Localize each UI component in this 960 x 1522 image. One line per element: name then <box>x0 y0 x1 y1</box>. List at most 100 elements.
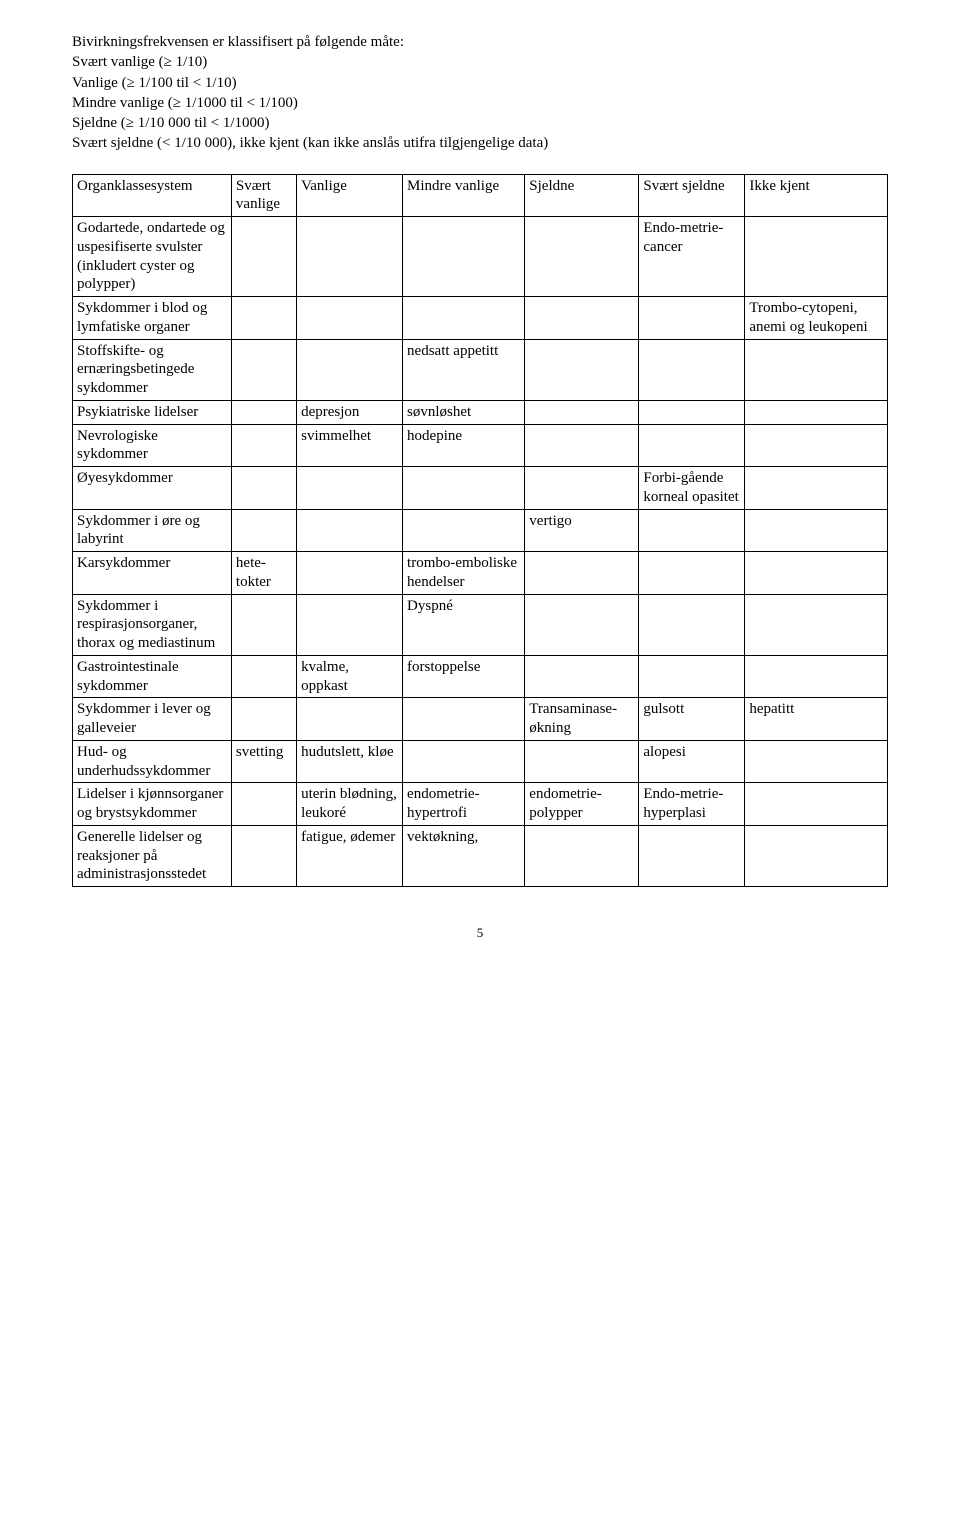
table-cell <box>745 740 888 783</box>
table-cell <box>525 594 639 655</box>
column-header: Organklassesystem <box>73 174 232 217</box>
row-label: Generelle lidelser og reaksjoner på admi… <box>73 825 232 886</box>
table-cell: hepatitt <box>745 698 888 741</box>
intro-line: Sjeldne (≥ 1/10 000 til < 1/1000) <box>72 113 888 133</box>
table-cell <box>231 297 296 340</box>
table-cell <box>403 698 525 741</box>
document-page: Bivirkningsfrekvensen er klassifisert på… <box>0 0 960 981</box>
table-cell <box>639 297 745 340</box>
table-cell <box>639 424 745 467</box>
row-label: Sykdommer i lever og galleveier <box>73 698 232 741</box>
table-cell <box>745 217 888 297</box>
table-cell <box>231 467 296 510</box>
row-label: Godartede, ondartede og uspesifiserte sv… <box>73 217 232 297</box>
table-cell <box>525 825 639 886</box>
table-cell: Endo-metrie-cancer <box>639 217 745 297</box>
table-cell <box>231 825 296 886</box>
table-cell <box>231 698 296 741</box>
table-cell: hudutslett, kløe <box>297 740 403 783</box>
table-cell <box>745 552 888 595</box>
table-cell: trombo-emboliske hendelser <box>403 552 525 595</box>
table-cell: fatigue, ødemer <box>297 825 403 886</box>
table-cell <box>231 655 296 698</box>
table-cell <box>525 297 639 340</box>
table-cell <box>525 740 639 783</box>
row-label: Stoffskifte- og ernæringsbetingede sykdo… <box>73 339 232 400</box>
table-cell <box>231 424 296 467</box>
column-header: Svært vanlige <box>231 174 296 217</box>
row-label: Øyesykdommer <box>73 467 232 510</box>
adverse-events-table-wrap: OrganklassesystemSvært vanligeVanligeMin… <box>72 174 888 888</box>
intro-line: Svært vanlige (≥ 1/10) <box>72 52 888 72</box>
table-cell <box>231 509 296 552</box>
table-cell <box>403 509 525 552</box>
row-label: Sykdommer i respirasjonsorganer, thorax … <box>73 594 232 655</box>
table-cell <box>403 217 525 297</box>
table-cell <box>639 594 745 655</box>
table-cell: svimmelhet <box>297 424 403 467</box>
table-cell: kvalme, oppkast <box>297 655 403 698</box>
table-cell <box>525 467 639 510</box>
table-cell <box>297 552 403 595</box>
table-cell <box>297 594 403 655</box>
table-cell: forstoppelse <box>403 655 525 698</box>
intro-line: Vanlige (≥ 1/100 til < 1/10) <box>72 73 888 93</box>
intro-line: Mindre vanlige (≥ 1/1000 til < 1/100) <box>72 93 888 113</box>
table-cell <box>297 217 403 297</box>
row-label: Sykdommer i øre og labyrint <box>73 509 232 552</box>
table-cell <box>639 509 745 552</box>
table-cell <box>525 424 639 467</box>
column-header: Svært sjeldne <box>639 174 745 217</box>
table-cell <box>231 217 296 297</box>
table-cell <box>231 783 296 826</box>
row-label: Sykdommer i blod og lymfatiske organer <box>73 297 232 340</box>
table-cell: Trombo-cytopeni, anemi og leukopeni <box>745 297 888 340</box>
column-header: Mindre vanlige <box>403 174 525 217</box>
table-cell: depresjon <box>297 400 403 424</box>
row-label: Gastrointestinale sykdommer <box>73 655 232 698</box>
row-label: Nevrologiske sykdommer <box>73 424 232 467</box>
table-cell: nedsatt appetitt <box>403 339 525 400</box>
table-cell: vertigo <box>525 509 639 552</box>
table-cell <box>525 339 639 400</box>
table-cell <box>639 552 745 595</box>
table-cell <box>745 783 888 826</box>
table-cell <box>525 552 639 595</box>
page-number: 5 <box>72 925 888 941</box>
column-header: Sjeldne <box>525 174 639 217</box>
column-header: Ikke kjent <box>745 174 888 217</box>
table-cell: vektøkning, <box>403 825 525 886</box>
table-cell <box>231 594 296 655</box>
table-cell: søvnløshet <box>403 400 525 424</box>
table-cell: endometrie-polypper <box>525 783 639 826</box>
table-cell: gulsott <box>639 698 745 741</box>
row-label: Lidelser i kjønnsorganer og brystsykdomm… <box>73 783 232 826</box>
table-cell <box>525 217 639 297</box>
table-cell: Endo-metrie-hyperplasi <box>639 783 745 826</box>
table-cell: Forbi-gående korneal opasitet <box>639 467 745 510</box>
table-cell <box>745 467 888 510</box>
row-label: Psykiatriske lidelser <box>73 400 232 424</box>
table-cell <box>745 825 888 886</box>
table-cell <box>745 655 888 698</box>
table-cell <box>403 467 525 510</box>
table-cell: hete-tokter <box>231 552 296 595</box>
table-cell <box>231 339 296 400</box>
row-label: Hud- og underhudssykdommer <box>73 740 232 783</box>
intro-line: Svært sjeldne (< 1/10 000), ikke kjent (… <box>72 133 888 153</box>
table-cell: svetting <box>231 740 296 783</box>
table-cell <box>231 400 296 424</box>
adverse-events-table: OrganklassesystemSvært vanligeVanligeMin… <box>72 174 888 888</box>
table-cell: hodepine <box>403 424 525 467</box>
table-cell: endometrie-hypertrofi <box>403 783 525 826</box>
table-cell: uterin blødning, leukoré <box>297 783 403 826</box>
intro-block: Bivirkningsfrekvensen er klassifisert på… <box>72 32 888 154</box>
row-label: Karsykdommer <box>73 552 232 595</box>
table-cell <box>745 594 888 655</box>
table-cell <box>525 400 639 424</box>
table-cell <box>525 655 639 698</box>
table-cell <box>297 509 403 552</box>
table-cell <box>297 339 403 400</box>
table-cell <box>745 400 888 424</box>
table-cell <box>297 698 403 741</box>
